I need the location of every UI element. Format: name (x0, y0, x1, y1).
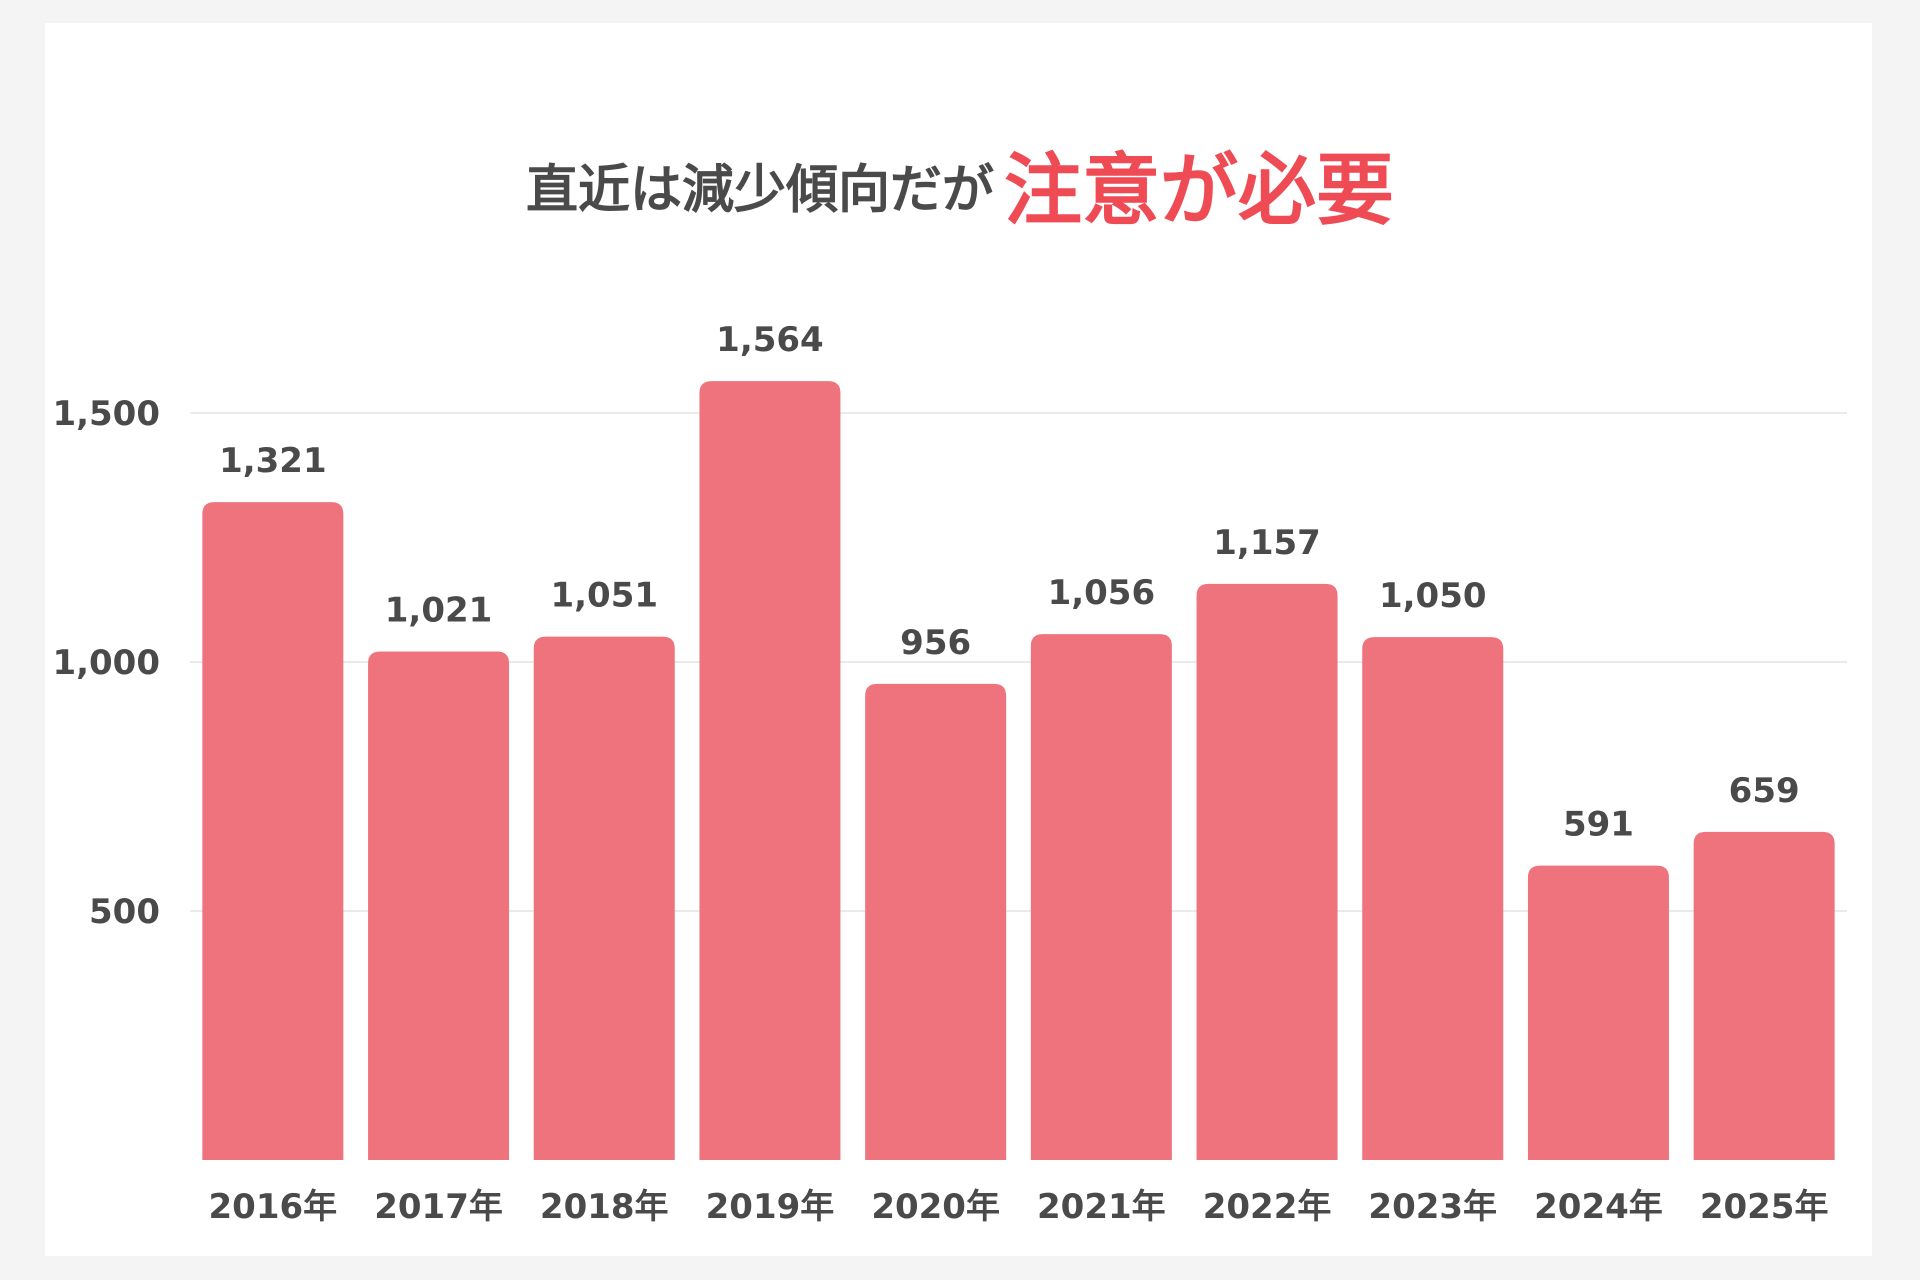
bar (1693, 831, 1835, 1160)
data-label: 659 (1729, 771, 1800, 811)
data-label: 1,021 (385, 591, 493, 631)
bar (1362, 637, 1504, 1160)
bar (1196, 583, 1338, 1160)
x-tick-label: 2017年 (374, 1187, 503, 1227)
bar (533, 636, 675, 1160)
bar (1030, 634, 1172, 1160)
data-label: 591 (1563, 805, 1634, 845)
data-label: 1,564 (716, 320, 824, 360)
data-label: 1,056 (1048, 573, 1156, 613)
data-label: 1,157 (1213, 523, 1321, 563)
bar (1527, 865, 1669, 1160)
x-tick-label: 2022年 (1203, 1187, 1332, 1227)
y-tick-label: 500 (89, 892, 160, 932)
x-tick-label: 2019年 (706, 1187, 835, 1227)
x-tick-label: 2024年 (1534, 1187, 1663, 1227)
x-tick-label: 2020年 (871, 1187, 1000, 1227)
title-accent-text: 注意が必要 (1004, 145, 1395, 236)
bar (699, 381, 841, 1160)
data-label: 1,050 (1379, 576, 1487, 616)
chart-title: 直近は減少傾向だが 注意が必要 (0, 130, 1920, 250)
bar (368, 651, 510, 1160)
data-label: 1,321 (219, 441, 327, 481)
data-label: 1,051 (550, 576, 658, 616)
x-tick-label: 2023年 (1368, 1187, 1497, 1227)
x-tick-label: 2018年 (540, 1187, 669, 1227)
bar (202, 502, 344, 1161)
x-tick-label: 2021年 (1037, 1187, 1166, 1227)
title-normal-text: 直近は減少傾向だが (525, 160, 994, 221)
x-tick-label: 2025年 (1700, 1187, 1829, 1227)
x-tick-label: 2016年 (209, 1187, 338, 1227)
y-tick-label: 1,000 (52, 643, 160, 683)
data-label: 956 (900, 623, 971, 663)
y-tick-label: 1,500 (52, 394, 160, 434)
bar (865, 683, 1007, 1160)
